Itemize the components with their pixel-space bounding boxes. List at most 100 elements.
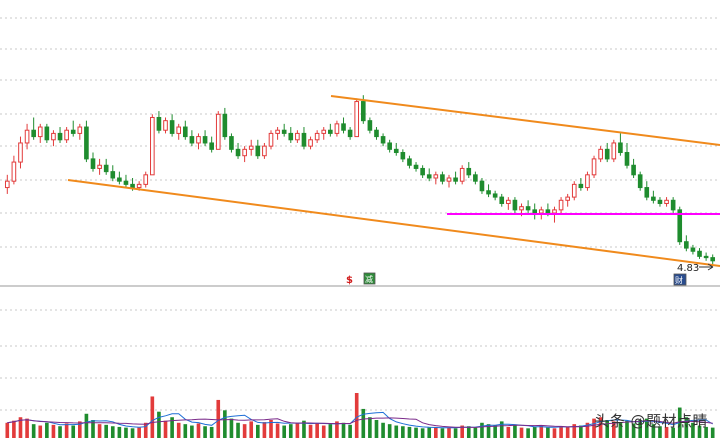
candle-body [618,142,623,154]
candle-body [664,199,669,204]
candle-body [486,190,491,195]
volume-bar [493,425,497,438]
candle-body [479,180,485,192]
candle-body [552,209,557,214]
volume-bar [341,422,346,438]
candle-body [103,164,109,173]
candle-body [565,196,570,201]
volume-bar [631,423,636,438]
volume-bar [704,426,708,438]
volume-bar [163,420,168,438]
candle-body [341,123,346,131]
candle-body [637,174,643,189]
candle-body [492,193,498,198]
candle-body [393,148,399,154]
volume-bar [124,427,128,438]
volume-bar [110,426,115,438]
volume-bar [447,427,451,438]
candle-body [18,142,23,163]
candle-body [24,129,30,144]
volume-bar [618,422,623,438]
candle-body [670,199,676,211]
candle-body [367,120,373,131]
volume-bar [532,426,537,438]
candle-body [532,209,538,214]
candle-body [196,136,201,144]
volume-bar [572,424,577,438]
volume-bar [242,424,247,438]
volume-bar [190,425,194,438]
candle-body [275,129,280,134]
candle-body [288,132,294,141]
candle-body [400,152,406,160]
candle-body [255,145,261,157]
candle-body [117,177,122,182]
candle-body [176,126,182,134]
volume-bar [262,422,267,438]
volume-bar [526,428,530,438]
candle-body [697,250,702,257]
candle-body [657,199,663,204]
low-price-arrow-head [707,263,714,271]
candle-body [235,148,241,157]
volume-bar [150,396,155,438]
volume-bar [480,422,484,438]
candle-body [90,158,96,169]
volume-bar [651,424,656,438]
candle-body [123,180,129,185]
volume-bar [420,428,425,438]
volume-bar [157,411,161,438]
candle-body [97,164,102,169]
volume-bar [434,426,438,438]
candle-body [189,136,195,144]
candle-body [136,183,142,189]
candle-body [130,183,135,189]
candle-body [268,132,274,147]
candle-body [37,126,43,138]
volume-bar [269,420,273,438]
volume-bar [216,399,221,438]
candle-body [354,101,360,138]
volume-bar [196,423,201,438]
volume-bar [453,428,458,438]
volume-bar [387,424,392,438]
candle-body [426,174,432,179]
candle-body [301,132,307,147]
volume-bar [427,427,432,438]
volume-bar [249,421,254,438]
low-price-label: 4.83 [677,263,699,274]
candle-body [70,129,76,134]
volume-bar [473,427,478,438]
candle-body [591,158,597,176]
candle-body [604,148,610,160]
volume-bar [440,428,445,438]
candle-body [387,142,392,150]
volume-bar [308,424,313,438]
volume-bar [348,424,352,438]
volume-bar [335,421,339,438]
candle-body [51,132,56,141]
volume-bar [664,426,669,438]
volume-bar [64,423,69,438]
volume-bar [394,425,399,438]
volume-bar [644,418,649,438]
candle-body [690,247,696,252]
candle-body [598,148,603,160]
volume-bar [638,420,642,438]
candle-body [209,142,214,150]
volume-bar [288,424,293,438]
candle-body [380,136,386,144]
volume-bar [559,426,563,438]
candle-body [222,113,228,138]
volume-bar [539,425,544,438]
candle-body [57,132,63,141]
volume-bar [519,427,524,438]
candle-body [453,177,458,182]
candle-body [413,164,419,169]
lower-channel-line [67,179,720,267]
volume-bar [513,424,517,438]
volume-bar [361,408,366,438]
volume-bar [671,427,675,438]
candle-body [585,174,590,189]
